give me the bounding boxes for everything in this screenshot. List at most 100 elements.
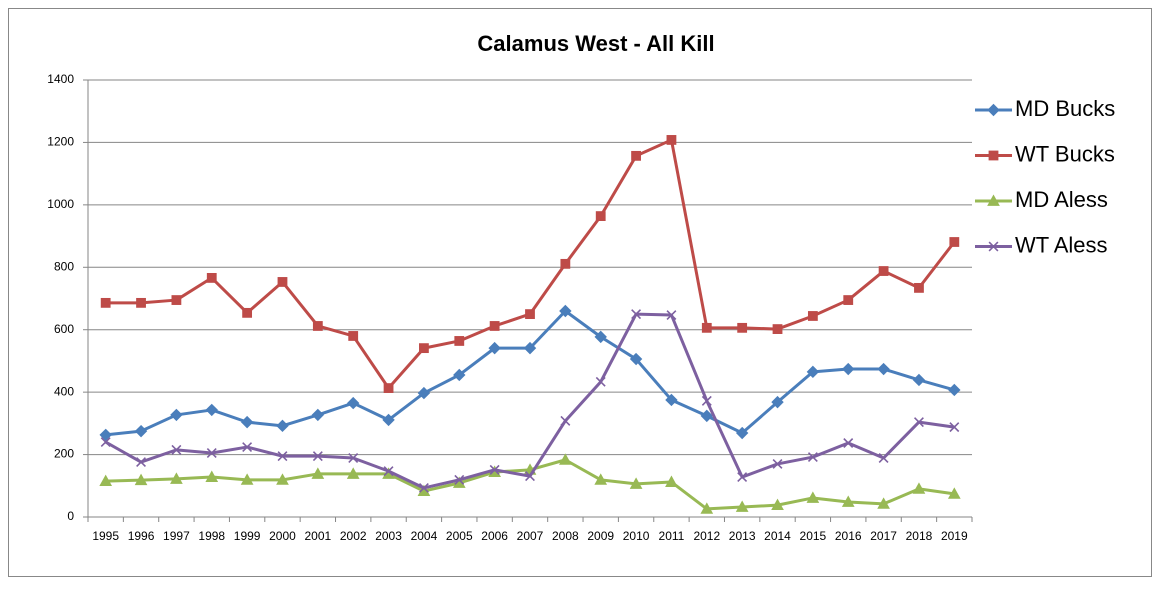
x-tick-label: 2017 bbox=[870, 529, 897, 543]
point bbox=[276, 419, 289, 433]
point bbox=[771, 498, 784, 511]
legend-label: WT Bucks bbox=[1015, 141, 1115, 166]
legend-item: WT Aless bbox=[975, 232, 1108, 257]
point bbox=[346, 467, 360, 479]
point bbox=[276, 473, 289, 485]
x-tick-label: 2018 bbox=[906, 529, 933, 543]
point bbox=[417, 386, 431, 400]
point bbox=[277, 451, 288, 462]
y-tick-label: 800 bbox=[54, 259, 74, 273]
point bbox=[488, 341, 501, 355]
point bbox=[240, 415, 254, 429]
point bbox=[878, 266, 889, 276]
point bbox=[772, 324, 783, 334]
point bbox=[560, 258, 571, 269]
point bbox=[701, 322, 712, 333]
point bbox=[277, 277, 288, 287]
point bbox=[383, 466, 394, 477]
point bbox=[843, 295, 854, 305]
x-tick-label: 2000 bbox=[269, 529, 296, 543]
point bbox=[631, 309, 642, 320]
point bbox=[489, 321, 500, 331]
point bbox=[100, 297, 111, 308]
y-tick-label: 200 bbox=[54, 447, 74, 461]
point bbox=[772, 458, 783, 469]
point bbox=[382, 413, 395, 427]
point bbox=[595, 376, 606, 387]
point bbox=[205, 403, 218, 417]
point bbox=[913, 417, 924, 428]
point bbox=[348, 453, 359, 463]
point bbox=[419, 343, 429, 354]
point bbox=[100, 437, 111, 448]
legend-item: MD Aless bbox=[975, 187, 1108, 212]
point bbox=[948, 383, 961, 397]
x-tick-label: 1998 bbox=[198, 529, 225, 543]
point bbox=[878, 453, 889, 463]
point bbox=[454, 474, 465, 485]
point bbox=[348, 331, 359, 341]
y-tick-label: 600 bbox=[54, 322, 74, 336]
point bbox=[595, 211, 606, 221]
point bbox=[912, 482, 926, 494]
x-tick-label: 2002 bbox=[340, 529, 367, 543]
x-tick-label: 2001 bbox=[304, 529, 331, 543]
point bbox=[665, 475, 678, 487]
point bbox=[311, 467, 325, 479]
x-tick-label: 1999 bbox=[234, 529, 261, 543]
point bbox=[807, 311, 818, 321]
point bbox=[559, 453, 572, 465]
point bbox=[735, 426, 749, 440]
point bbox=[453, 368, 466, 382]
point bbox=[666, 310, 677, 321]
point bbox=[843, 438, 854, 448]
legend-label: MD Aless bbox=[1015, 187, 1108, 212]
point bbox=[594, 330, 607, 344]
point bbox=[841, 495, 855, 507]
point bbox=[806, 491, 820, 503]
legend-label: MD Bucks bbox=[1015, 96, 1115, 121]
point bbox=[418, 483, 429, 493]
point bbox=[312, 451, 323, 462]
point bbox=[735, 500, 749, 512]
point bbox=[311, 408, 325, 422]
x-tick-label: 2015 bbox=[800, 529, 827, 543]
point bbox=[312, 321, 323, 331]
y-tick-label: 1400 bbox=[47, 72, 74, 86]
point bbox=[629, 477, 643, 489]
x-tick-label: 2010 bbox=[623, 529, 650, 543]
point bbox=[134, 424, 148, 438]
point bbox=[525, 309, 535, 320]
point bbox=[737, 472, 748, 483]
point bbox=[242, 307, 253, 318]
point bbox=[949, 237, 960, 247]
x-tick-label: 2004 bbox=[411, 529, 438, 543]
x-tick-label: 2007 bbox=[517, 529, 544, 543]
point bbox=[206, 272, 217, 283]
point bbox=[877, 497, 890, 509]
point bbox=[842, 362, 855, 376]
point bbox=[949, 422, 960, 433]
point bbox=[988, 150, 999, 161]
x-tick-label: 2016 bbox=[835, 529, 862, 543]
point bbox=[559, 304, 572, 318]
point bbox=[206, 448, 217, 458]
point bbox=[383, 383, 394, 393]
point bbox=[701, 395, 712, 406]
x-tick-label: 2013 bbox=[729, 529, 756, 543]
point bbox=[242, 442, 253, 453]
legend-label: WT Aless bbox=[1015, 232, 1108, 257]
y-tick-label: 1000 bbox=[47, 197, 74, 211]
point bbox=[912, 373, 926, 387]
point bbox=[947, 487, 961, 499]
x-tick-label: 2008 bbox=[552, 529, 579, 543]
legend-item: MD Bucks bbox=[975, 96, 1115, 121]
point bbox=[987, 194, 1000, 206]
x-tick-label: 1995 bbox=[92, 529, 119, 543]
point bbox=[171, 444, 182, 455]
x-tick-label: 2019 bbox=[941, 529, 968, 543]
point bbox=[240, 473, 254, 485]
point bbox=[771, 395, 784, 409]
point bbox=[737, 322, 748, 333]
